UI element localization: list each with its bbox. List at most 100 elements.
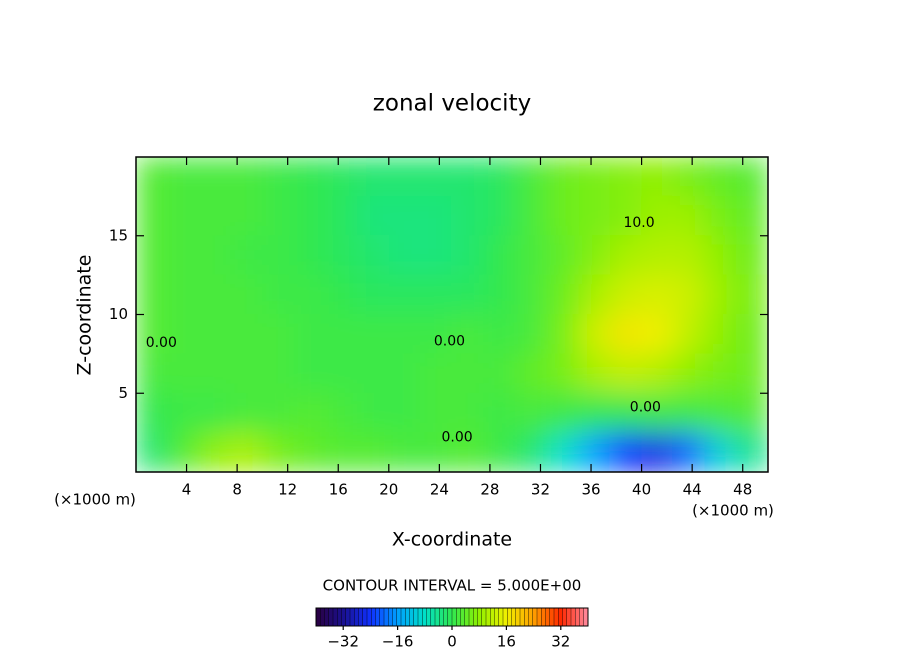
colorbar-swatch	[566, 607, 572, 627]
field-cell	[136, 392, 169, 434]
field-cell	[356, 157, 390, 197]
field-cell	[609, 314, 643, 355]
contour-label: 0.00	[434, 333, 465, 349]
field-cell	[609, 235, 643, 276]
field-cell	[546, 314, 579, 355]
field-cell	[167, 274, 200, 315]
field-cell	[483, 432, 516, 472]
field-cell	[577, 432, 611, 472]
field-cell	[577, 195, 611, 237]
field-cell	[735, 392, 768, 434]
field-cell	[261, 274, 295, 315]
field-cell	[546, 195, 579, 237]
field-cell	[672, 314, 706, 355]
field-cell	[483, 235, 516, 276]
field-cell	[261, 314, 295, 355]
field-cell	[514, 392, 548, 434]
field-cell	[293, 235, 327, 276]
field-cell	[325, 235, 358, 276]
field-cell	[325, 314, 358, 355]
y-unit-label: (×1000 m)	[54, 491, 136, 509]
field-cell	[514, 432, 548, 472]
field-cell	[641, 353, 674, 394]
colorbar-swatch	[375, 607, 381, 627]
colorbar-swatch	[362, 607, 368, 627]
field-cell	[136, 235, 169, 276]
field-cell	[672, 353, 706, 394]
field-cell	[514, 353, 548, 394]
y-tick-label: 10	[109, 305, 128, 323]
field-cell	[136, 274, 169, 315]
field-cell	[641, 235, 674, 276]
field-cell	[704, 314, 737, 355]
field-cell	[230, 157, 263, 197]
y-axis-label: Z-coordinate	[74, 255, 96, 376]
colorbar-swatch	[553, 607, 559, 627]
field-cell	[261, 353, 295, 394]
colorbar-swatch	[511, 607, 517, 627]
field-cell	[609, 274, 643, 315]
colorbar-swatch	[519, 607, 525, 627]
field-cell	[609, 195, 643, 237]
field-cell	[325, 392, 358, 434]
colorbar-swatch	[477, 607, 483, 627]
colorbar-tick-label: 16	[497, 633, 516, 651]
field-cell	[167, 432, 200, 472]
colorbar-swatch	[345, 607, 351, 627]
x-unit-label: (×1000 m)	[692, 502, 774, 520]
contour-label: 10.0	[623, 215, 654, 231]
field-cell	[704, 195, 737, 237]
field-cell	[198, 157, 232, 197]
field-cell	[483, 157, 516, 197]
field-cell	[483, 392, 516, 434]
y-tick-label: 5	[118, 384, 128, 402]
field-cell	[609, 392, 643, 434]
colorbar-swatch	[451, 607, 457, 627]
field-cell	[388, 392, 421, 434]
field-cell	[167, 235, 200, 276]
colorbar-swatch	[400, 607, 406, 627]
colorbar-swatch	[430, 607, 436, 627]
field-cell	[451, 392, 485, 434]
x-tick-label: 40	[632, 481, 651, 499]
field-cell	[356, 235, 390, 276]
x-tick-label: 16	[329, 481, 348, 499]
field-cell	[198, 432, 232, 472]
field-cell	[419, 353, 453, 394]
colorbar-swatch	[562, 607, 568, 627]
colorbar-swatch	[579, 607, 585, 627]
x-tick-label: 48	[733, 481, 752, 499]
colorbar-tick-label: −32	[327, 633, 359, 651]
colorbar-swatch	[413, 607, 419, 627]
field-cell	[230, 314, 263, 355]
field-cell	[451, 353, 485, 394]
field-cell	[167, 314, 200, 355]
field-cell	[704, 235, 737, 276]
field	[136, 157, 768, 472]
field-cell	[325, 157, 358, 197]
field-cell	[704, 432, 737, 472]
colorbar-swatch	[481, 607, 487, 627]
field-cell	[136, 353, 169, 394]
field-cell	[672, 432, 706, 472]
field-cell	[641, 157, 674, 197]
colorbar-swatch	[528, 607, 534, 627]
colorbar-swatch	[396, 607, 402, 627]
field-cell	[419, 314, 453, 355]
colorbar-swatch	[320, 607, 326, 627]
field-cell	[388, 274, 421, 315]
colorbar-swatch	[422, 607, 428, 627]
field-cell	[136, 314, 169, 355]
field-cell	[704, 353, 737, 394]
field-cell	[167, 353, 200, 394]
field-cell	[136, 157, 169, 197]
field-cell	[641, 392, 674, 434]
field-cell	[577, 157, 611, 197]
contour-label: 0.00	[441, 429, 472, 445]
field-cell	[261, 157, 295, 197]
colorbar-swatch	[371, 607, 377, 627]
colorbar-swatch	[341, 607, 347, 627]
field-cell	[672, 195, 706, 237]
field-cell	[293, 195, 327, 237]
